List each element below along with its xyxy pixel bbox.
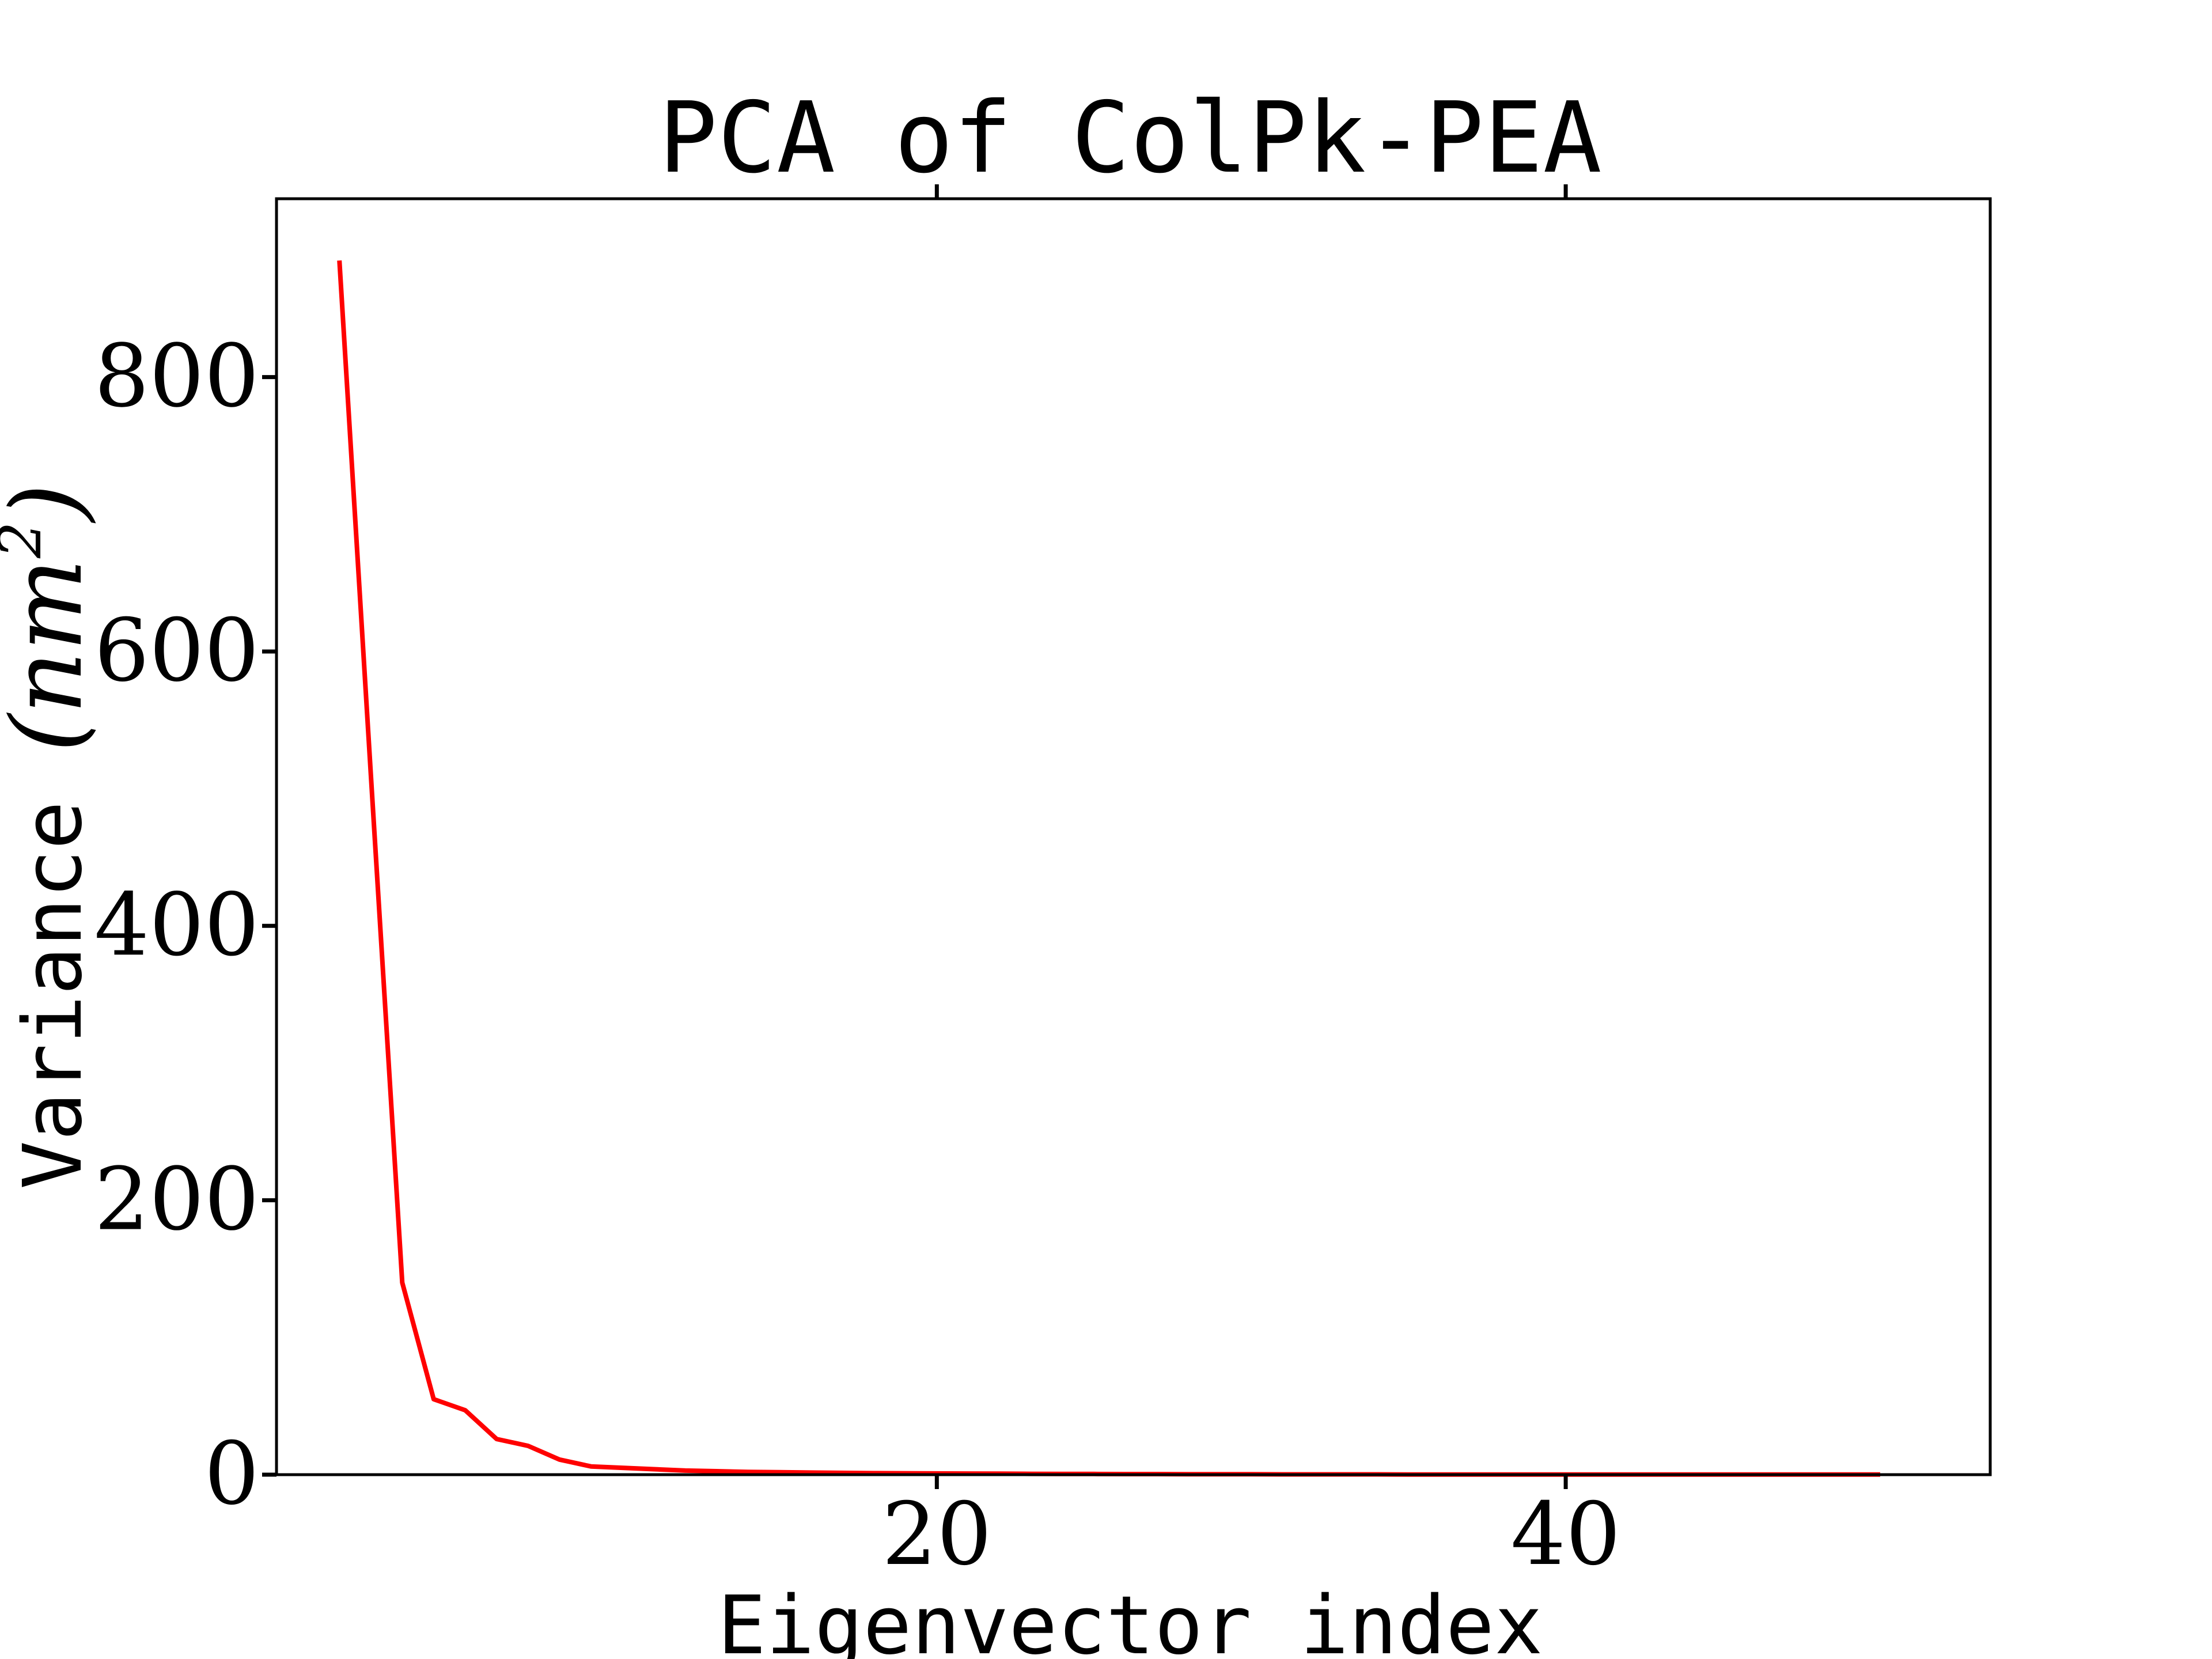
tick-labels: 0 200 400 600 800 20 40 bbox=[94, 327, 1621, 1585]
x-axis-label: Eigenvector index bbox=[718, 1579, 1543, 1659]
x-tick-label-40: 40 bbox=[1511, 1484, 1621, 1585]
y-tick-label-800: 800 bbox=[94, 327, 259, 427]
axis-ticks bbox=[262, 184, 1568, 1489]
y-tick-label-200: 200 bbox=[94, 1150, 259, 1250]
plot-frame bbox=[275, 197, 1992, 1476]
y-tick-label-0: 0 bbox=[204, 1424, 259, 1524]
y-tick-label-600: 600 bbox=[94, 601, 259, 701]
y-tick-label-400: 400 bbox=[94, 875, 259, 975]
y-axis-label-unit-sup: 2 bbox=[0, 522, 54, 559]
y-axis-label-text: Variance bbox=[6, 752, 100, 1190]
x-tick-label-20: 20 bbox=[882, 1484, 992, 1585]
y-axis-label-unit: (nm bbox=[0, 558, 104, 752]
y-axis-label: Variance (nm2) bbox=[0, 483, 104, 1190]
chart-title: PCA of ColPk-PEA bbox=[658, 81, 1602, 195]
y-axis-label-unit-close: ) bbox=[0, 483, 104, 523]
